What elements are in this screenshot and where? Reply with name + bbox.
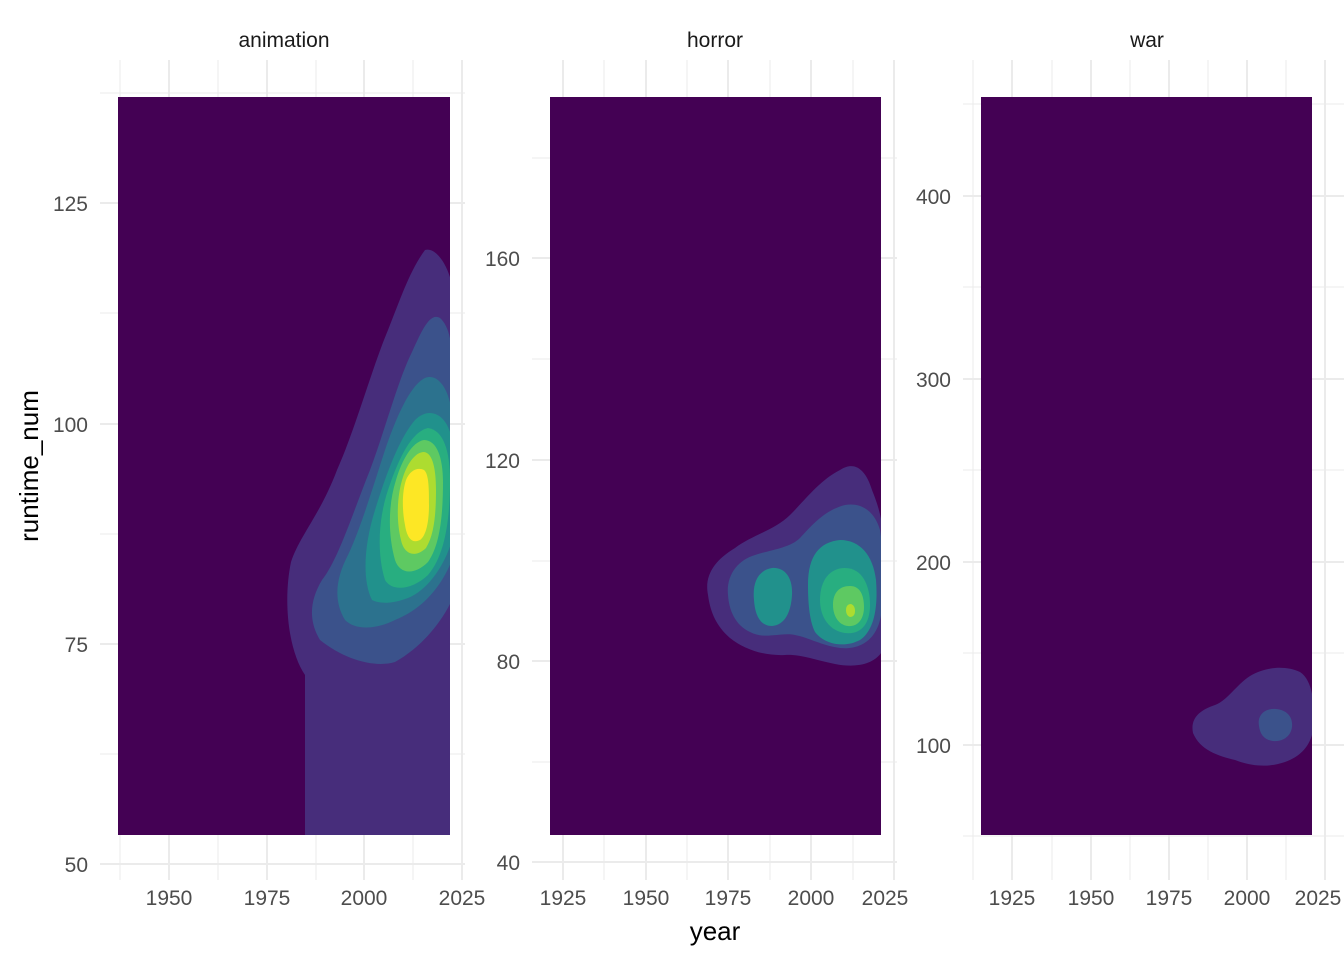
- x-tick-label: 1975: [244, 887, 291, 910]
- strip-label-war: war: [1129, 29, 1164, 52]
- x-tick-label: 2025: [439, 887, 486, 910]
- y-tick-label: 400: [916, 186, 951, 209]
- x-tick-label: 1975: [705, 887, 752, 910]
- x-tick-label: 2000: [788, 887, 835, 910]
- y-tick-label: 120: [485, 450, 520, 473]
- x-tick-label: 1975: [1146, 887, 1193, 910]
- y-tick-label: 40: [497, 852, 520, 875]
- x-tick-label: 1925: [540, 887, 587, 910]
- y-ticks-animation: 50 75 100 125: [53, 193, 88, 877]
- x-tick-label: 1950: [623, 887, 670, 910]
- y-tick-label: 50: [65, 854, 88, 877]
- panel-horror: horror 40 80 120 160 1925 1950 1975 2000…: [485, 29, 908, 910]
- x-ticks-war: 1925 1950 1975 2000 2025: [989, 887, 1342, 910]
- x-ticks-animation: 1950 1975 2000 2025: [146, 887, 486, 910]
- y-axis-title: runtime_num: [14, 390, 44, 542]
- x-tick-label: 1950: [1068, 887, 1115, 910]
- x-tick-label: 2025: [862, 887, 909, 910]
- y-tick-label: 125: [53, 193, 88, 216]
- density-level-0: [550, 97, 881, 835]
- x-tick-label: 2000: [1224, 887, 1271, 910]
- y-tick-label: 160: [485, 248, 520, 271]
- y-tick-label: 200: [916, 552, 951, 575]
- panel-war: war 100 200 300 400 1925 1950 1975 2000 …: [916, 29, 1344, 910]
- density-level-1: [1192, 667, 1312, 766]
- y-ticks-war: 100 200 300 400: [916, 186, 951, 758]
- strip-label-horror: horror: [687, 29, 743, 52]
- y-tick-label: 100: [916, 735, 951, 758]
- panel-animation: animation 50 75 100 125 1950 1975 2000 2…: [53, 29, 485, 910]
- x-tick-label: 1925: [989, 887, 1036, 910]
- density-level-2: [1258, 708, 1293, 742]
- density-level-7: [846, 604, 855, 617]
- x-tick-label: 2025: [1295, 887, 1342, 910]
- x-axis-title: year: [690, 916, 741, 946]
- y-tick-label: 80: [497, 651, 520, 674]
- y-tick-label: 75: [65, 634, 88, 657]
- y-tick-label: 100: [53, 414, 88, 437]
- density-level-8: [402, 468, 429, 542]
- x-tick-label: 1950: [146, 887, 193, 910]
- x-ticks-horror: 1925 1950 1975 2000 2025: [540, 887, 909, 910]
- y-tick-label: 300: [916, 369, 951, 392]
- strip-label-animation: animation: [238, 29, 329, 52]
- x-tick-label: 2000: [341, 887, 388, 910]
- y-ticks-horror: 40 80 120 160: [485, 248, 520, 875]
